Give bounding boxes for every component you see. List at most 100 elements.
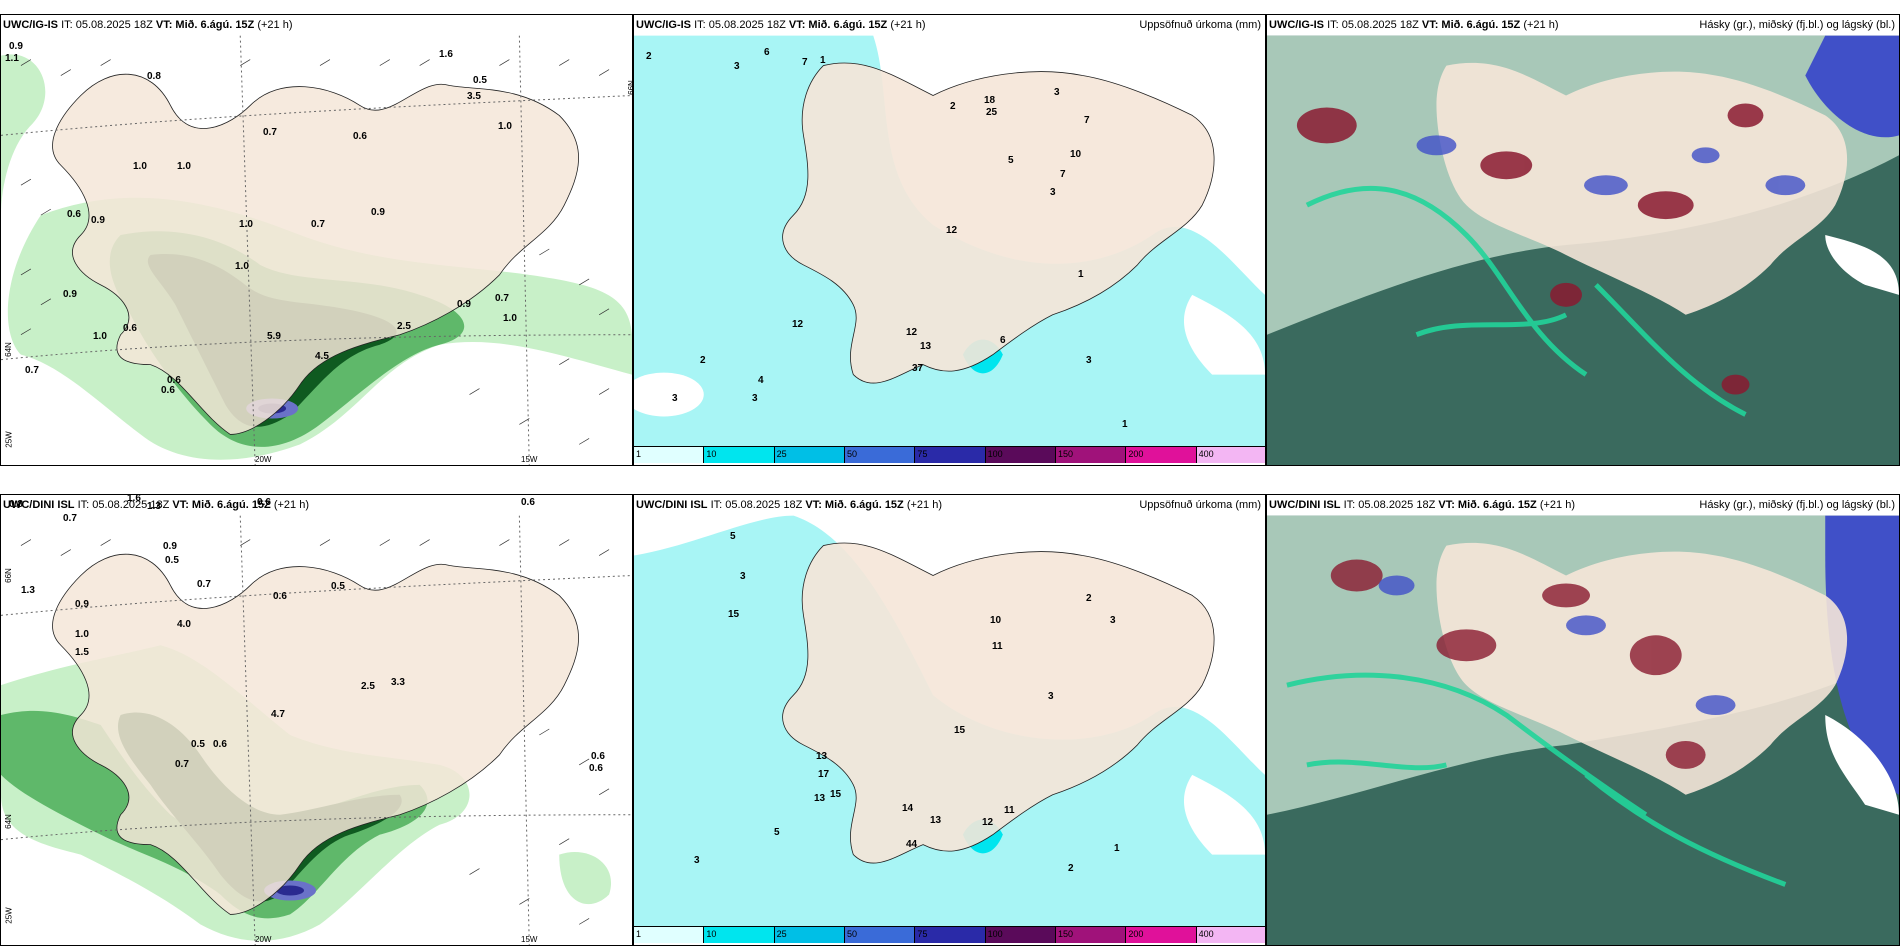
lat-label-64: 64N bbox=[3, 814, 13, 829]
panel-title: Hásky (gr.), miðský (fj.bl.) og lágský (… bbox=[1699, 499, 1895, 511]
legend-color-box bbox=[1056, 447, 1127, 463]
map-value-label: 0.6 bbox=[167, 375, 181, 386]
map-value-label: 13 bbox=[816, 751, 828, 762]
map-value-label: 3 bbox=[1048, 691, 1054, 702]
legend-color-box bbox=[1126, 447, 1197, 463]
map-value-label: 1.0 bbox=[235, 261, 249, 272]
legend-color-box bbox=[774, 447, 845, 463]
init-time: IT: 05.08.2025 18Z bbox=[710, 499, 803, 511]
map-value-label: 1.5 bbox=[75, 647, 89, 658]
legend-tick-label: 150 bbox=[1058, 929, 1074, 939]
map-value-label: 1 bbox=[820, 55, 826, 66]
map-value-label: 1.0 bbox=[498, 121, 512, 132]
valid-time: Mið. 6.ágú. 15Z bbox=[1457, 499, 1537, 511]
panel-title: Uppsöfnuð úrkoma (mm) bbox=[1139, 499, 1261, 511]
init-time: IT: 05.08.2025 18Z bbox=[1327, 19, 1419, 31]
model-name: UWC/DINI ISL bbox=[1269, 499, 1341, 511]
map-value-label: 5 bbox=[1008, 155, 1014, 166]
panel-clouds-top: UWC/IG-IS IT: 05.08.2025 18Z VT: Mið. 6.… bbox=[1266, 14, 1900, 466]
legend-color-box bbox=[1196, 447, 1265, 463]
map-value-label: 4.7 bbox=[271, 709, 285, 720]
map-value-label: 1.6 bbox=[127, 494, 141, 504]
panel-wind-top: UWC/IG-IS IT: 05.08.2025 18Z VT: Mið. 6.… bbox=[0, 14, 633, 466]
map-value-label: 5 bbox=[730, 531, 736, 542]
panel-precip-top: UWC/IG-IS IT: 05.08.2025 18Z VT: Mið. 6.… bbox=[633, 14, 1266, 466]
map-value-label: 13 bbox=[930, 815, 942, 826]
map-value-label: 0.9 bbox=[9, 41, 23, 52]
cloud-map-top bbox=[1267, 35, 1899, 465]
map-value-label: 0.6 bbox=[213, 739, 227, 750]
map-value-label: 0.6 bbox=[67, 209, 81, 220]
map-value-label: 3 bbox=[734, 61, 740, 72]
map-value-label: 6 bbox=[764, 47, 770, 58]
init-time: IT: 05.08.2025 18Z bbox=[77, 499, 170, 511]
map-value-label: 11 bbox=[992, 641, 1003, 652]
map-value-label: 6 bbox=[1000, 335, 1006, 346]
panel-precip-bottom: UWC/DINI ISL IT: 05.08.2025 18Z VT: Mið.… bbox=[633, 494, 1266, 946]
map-value-label: 12 bbox=[982, 817, 994, 828]
map-value-label: 13 bbox=[814, 793, 826, 804]
map-value-label: 4 bbox=[758, 375, 764, 386]
legend-color-box bbox=[985, 447, 1056, 463]
panel-header: UWC/IG-IS IT: 05.08.2025 18Z VT: Mið. 6.… bbox=[1269, 19, 1559, 31]
map-value-label: 13 bbox=[920, 341, 932, 352]
legend-color-box bbox=[845, 927, 916, 943]
legend-color-box bbox=[1126, 927, 1197, 943]
map-value-label: 4.5 bbox=[315, 351, 329, 362]
map-value-label: 0.7 bbox=[175, 759, 189, 770]
map-value-label: 14 bbox=[902, 803, 914, 814]
legend-tick-label: 400 bbox=[1198, 449, 1214, 459]
map-value-label: 3 bbox=[740, 571, 746, 582]
legend-tick-label: 400 bbox=[1198, 929, 1214, 939]
map-value-label: 2 bbox=[1068, 863, 1074, 874]
panel-wind-bottom: UWC/DINI ISL IT: 05.08.2025 18Z VT: Mið.… bbox=[0, 494, 633, 946]
lead-time: (+21 h) bbox=[1523, 19, 1559, 31]
precip-map-bottom bbox=[634, 515, 1265, 927]
map-value-label: 15 bbox=[830, 789, 842, 800]
map-value-label: 0.8 bbox=[9, 499, 23, 510]
map-value-label: 37 bbox=[912, 363, 924, 374]
lead-time: (+21 h) bbox=[257, 19, 293, 31]
valid-time: Mið. 6.ágú. 15Z bbox=[1441, 19, 1521, 31]
map-value-label: 1 bbox=[1078, 269, 1084, 280]
init-time: IT: 05.08.2025 18Z bbox=[61, 19, 153, 31]
map-value-label: 7 bbox=[1060, 169, 1066, 180]
map-value-label: 2 bbox=[646, 51, 652, 62]
map-value-label: 3 bbox=[1110, 615, 1116, 626]
valid-time: Mið. 6.ágú. 15Z bbox=[191, 499, 271, 511]
legend-tick-label: 75 bbox=[917, 929, 928, 939]
panel-header: UWC/DINI ISL IT: 05.08.2025 18Z VT: Mið.… bbox=[1269, 499, 1575, 511]
legend-tick-label: 200 bbox=[1128, 449, 1144, 459]
map-value-label: 1 bbox=[1122, 419, 1128, 430]
legend-color-box bbox=[634, 447, 705, 463]
map-value-label: 15 bbox=[954, 725, 966, 736]
legend-tick-label: 100 bbox=[987, 929, 1003, 939]
map-value-label: 1.3 bbox=[147, 501, 161, 512]
lat-label-64: 64N bbox=[3, 342, 13, 357]
map-value-label: 44 bbox=[906, 839, 918, 850]
map-value-label: 5 bbox=[774, 827, 780, 838]
lon-label-15: 15W bbox=[521, 935, 538, 944]
lon-label-20: 20W bbox=[255, 935, 272, 944]
model-name: UWC/IG-IS bbox=[3, 19, 58, 31]
map-value-label: 3.5 bbox=[467, 91, 481, 102]
map-value-label: 0.9 bbox=[371, 207, 385, 218]
map-value-label: 2.5 bbox=[361, 681, 375, 692]
lon-label-25: 25W bbox=[4, 431, 14, 448]
precip-legend: 1 10 25 50 75 100 150 200 400 bbox=[634, 446, 1265, 465]
map-value-label: 25 bbox=[986, 107, 998, 118]
panel-header: UWC/DINI ISL IT: 05.08.2025 18Z VT: Mið.… bbox=[636, 499, 942, 511]
legend-color-box bbox=[915, 927, 986, 943]
legend-color-box bbox=[1196, 927, 1265, 943]
legend-color-box bbox=[985, 927, 1056, 943]
map-value-label: 3.3 bbox=[391, 677, 405, 688]
legend-tick-label: 25 bbox=[776, 929, 787, 939]
valid-time: Mið. 6.ágú. 15Z bbox=[808, 19, 888, 31]
map-value-label: 1.3 bbox=[21, 585, 35, 596]
legend-tick-label: 1 bbox=[636, 449, 642, 459]
map-value-label: 1.0 bbox=[75, 629, 89, 640]
map-value-label: 0.6 bbox=[591, 751, 605, 762]
precip-legend: 1 10 25 50 75 100 150 200 400 bbox=[634, 926, 1265, 945]
map-value-label: 2 bbox=[1086, 593, 1092, 604]
panel-clouds-bottom: UWC/DINI ISL IT: 05.08.2025 18Z VT: Mið.… bbox=[1266, 494, 1900, 946]
